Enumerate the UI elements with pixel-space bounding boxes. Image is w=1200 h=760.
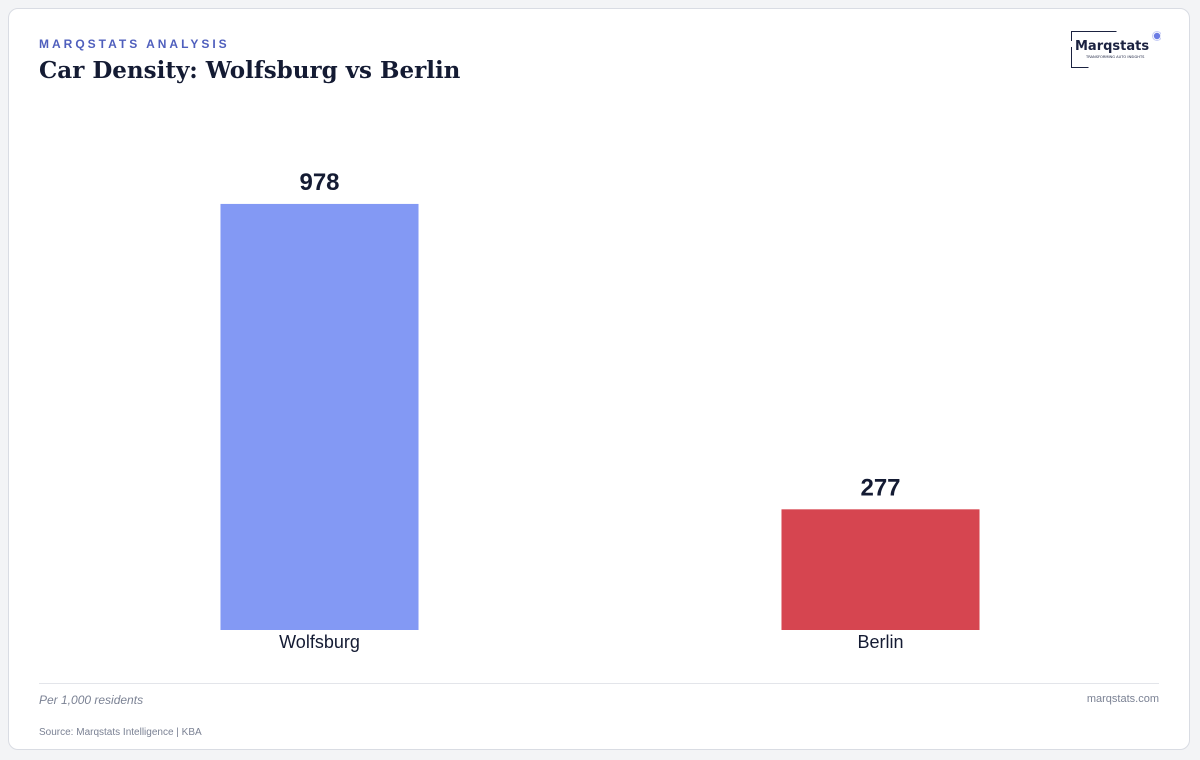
category-label-wolfsburg: Wolfsburg [279,632,360,652]
source-note: Source: Marqstats Intelligence | KBA [39,727,202,738]
bar-chart: 978 Wolfsburg 277 Berlin [220,169,980,652]
bar-berlin [781,509,980,630]
site-link[interactable]: marqstats.com [1086,693,1159,705]
unit-note: Per 1,000 residents [39,693,144,707]
category-label-berlin: Berlin [857,632,903,652]
marqstats-logo: Marqstats TRANSFORMING AUTO INSIGHTS [1071,31,1161,68]
value-label-wolfsburg: 978 [299,169,339,196]
chart-title: Car Density: Wolfsburg vs Berlin [39,57,461,84]
logo-wordmark: Marqstats [1075,39,1149,54]
bar-wolfsburg [220,203,419,630]
chart-card: MARQSTATS ANALYSIS Car Density: Wolfsbur… [8,8,1190,750]
logo-tagline: TRANSFORMING AUTO INSIGHTS [1085,55,1145,59]
footer-divider [39,683,1159,684]
kicker-label: MARQSTATS ANALYSIS [39,37,230,51]
value-label-berlin: 277 [860,474,900,501]
